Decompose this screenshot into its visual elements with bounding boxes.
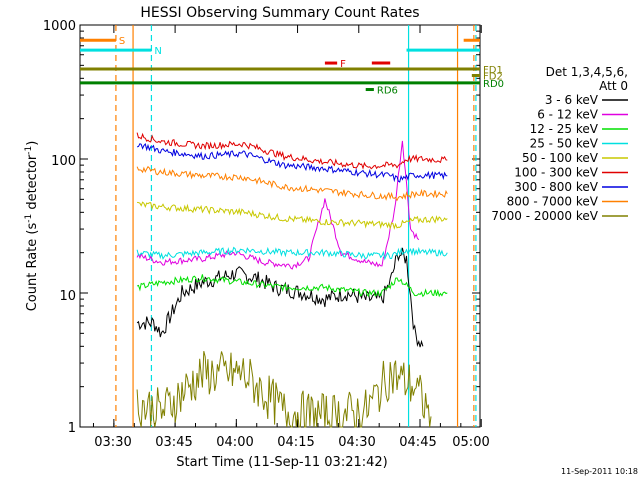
x-tick-0400: 04:00 bbox=[216, 435, 253, 450]
annotation-label-6: RD0 bbox=[483, 79, 504, 90]
series-line-7 bbox=[136, 165, 448, 202]
series-line-3 bbox=[136, 246, 448, 261]
chart-title: HESSI Observing Summary Count Rates bbox=[140, 5, 419, 21]
series-line-4 bbox=[137, 201, 448, 230]
axis-ticks bbox=[80, 25, 482, 428]
x-tick-0445: 04:45 bbox=[399, 435, 436, 450]
legend-header-2: Att 0 bbox=[599, 79, 628, 93]
annotation-label-0: S bbox=[119, 36, 125, 47]
x-tick-0345: 03:45 bbox=[155, 435, 192, 450]
legend-header-1: Det 1,3,4,5,6, bbox=[546, 65, 628, 79]
plot-frame bbox=[79, 24, 481, 428]
legend-label-1: 6 - 12 keV bbox=[537, 108, 599, 122]
series-line-5 bbox=[136, 132, 448, 170]
y-label-part2: detector bbox=[25, 154, 40, 214]
legend-label-8: 7000 - 20000 keV bbox=[491, 209, 598, 223]
series-line-0 bbox=[136, 247, 424, 348]
legend-label-4: 50 - 100 keV bbox=[522, 151, 599, 165]
annotation-label-5: FD2 bbox=[483, 71, 503, 82]
y-tick-labels: 1000 100 10 1 bbox=[43, 19, 76, 436]
x-tick-labels: 03:30 03:45 04:00 04:15 04:30 04:45 05:0… bbox=[94, 435, 489, 450]
y-tick-1: 1 bbox=[68, 421, 76, 436]
legend-label-7: 800 - 7000 keV bbox=[507, 195, 599, 209]
y-label-sup2: -1 bbox=[24, 146, 34, 155]
legend-label-3: 25 - 50 keV bbox=[530, 137, 599, 151]
annotation-label-1: N bbox=[154, 46, 161, 57]
x-tick-0330: 03:30 bbox=[94, 435, 131, 450]
legend-label-5: 100 - 300 keV bbox=[514, 166, 598, 180]
y-label-sup1: -1 bbox=[24, 214, 34, 223]
x-tick-0415: 04:15 bbox=[277, 435, 314, 450]
y-axis-label: Count Rate (s-1 detector-1) bbox=[24, 141, 40, 312]
y-label-part3: ) bbox=[25, 141, 40, 146]
vertical-markers bbox=[115, 25, 477, 427]
legend-label-0: 3 - 6 keV bbox=[545, 93, 599, 107]
series-lines bbox=[136, 132, 448, 428]
series-line-2 bbox=[136, 274, 448, 298]
x-tick-0500: 05:00 bbox=[452, 435, 489, 450]
x-tick-0430: 04:30 bbox=[338, 435, 375, 450]
annotation-label-7: RD6 bbox=[377, 86, 398, 97]
series-line-8 bbox=[136, 350, 432, 428]
x-axis-label: Start Time (11-Sep-11 03:21:42) bbox=[176, 455, 387, 470]
y-tick-100: 100 bbox=[51, 154, 76, 169]
legend-label-6: 300 - 800 keV bbox=[514, 180, 598, 194]
legend-label-2: 12 - 25 keV bbox=[530, 122, 599, 136]
footer-timestamp: 11-Sep-2011 10:18 bbox=[561, 467, 638, 476]
y-label-part1: Count Rate (s bbox=[25, 223, 40, 312]
y-tick-10: 10 bbox=[59, 289, 76, 304]
y-tick-1000: 1000 bbox=[43, 19, 76, 34]
series-line-1 bbox=[136, 140, 420, 270]
series-line-6 bbox=[136, 142, 448, 183]
annotation-label-2: F bbox=[340, 59, 346, 70]
annotation-label-4: FD1 bbox=[483, 65, 503, 76]
